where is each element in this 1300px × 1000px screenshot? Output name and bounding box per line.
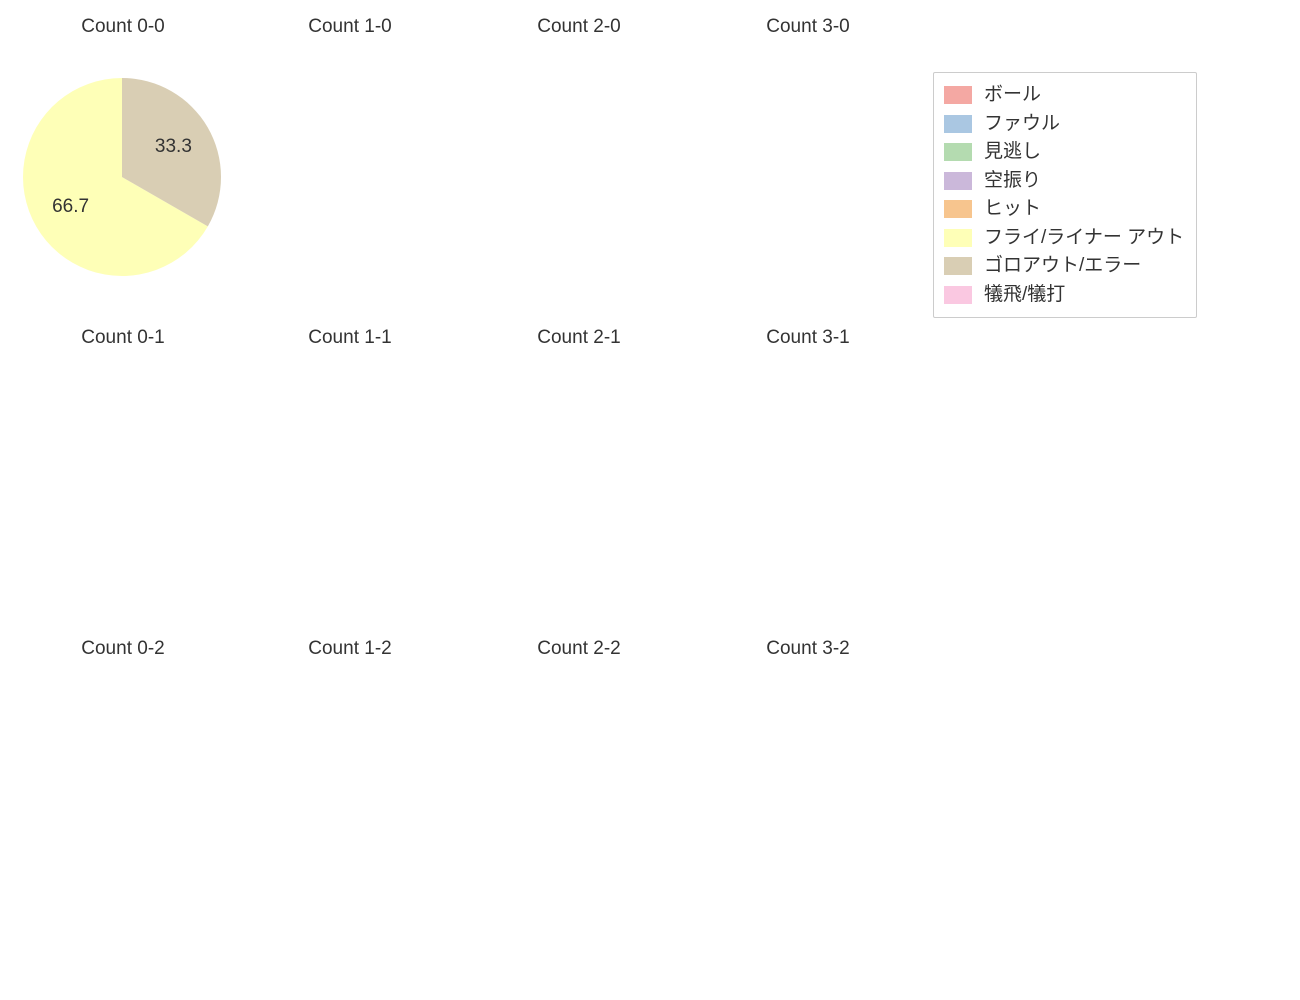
legend-label: 犠飛/犠打 bbox=[984, 281, 1065, 310]
panel-title: Count 0-2 bbox=[81, 638, 164, 660]
pie-chart bbox=[17, 72, 227, 282]
panel-title: Count 2-0 bbox=[537, 16, 620, 38]
panel-title: Count 3-2 bbox=[766, 638, 849, 660]
legend-item-foul: ファウル bbox=[944, 110, 1184, 139]
legend-label: ゴロアウト/エラー bbox=[984, 252, 1141, 281]
pie-slice-label: 66.7 bbox=[52, 196, 89, 218]
legend-label: ボール bbox=[984, 81, 1041, 110]
panel-title: Count 1-2 bbox=[308, 638, 391, 660]
panel-title: Count 3-0 bbox=[766, 16, 849, 38]
legend-swatch bbox=[944, 172, 972, 190]
panel-title: Count 1-1 bbox=[308, 327, 391, 349]
legend-label: フライ/ライナー アウト bbox=[984, 224, 1184, 253]
panel-title: Count 2-2 bbox=[537, 638, 620, 660]
legend-swatch bbox=[944, 229, 972, 247]
legend-item-called_strike: 見逃し bbox=[944, 138, 1184, 167]
legend-swatch bbox=[944, 200, 972, 218]
legend-swatch bbox=[944, 257, 972, 275]
panel-title: Count 1-0 bbox=[308, 16, 391, 38]
legend-label: ファウル bbox=[984, 110, 1060, 139]
pie-slice-label: 33.3 bbox=[155, 136, 192, 158]
legend-swatch bbox=[944, 286, 972, 304]
panel-title: Count 2-1 bbox=[537, 327, 620, 349]
legend-label: 見逃し bbox=[984, 138, 1041, 167]
panel-title: Count 3-1 bbox=[766, 327, 849, 349]
legend: ボールファウル見逃し空振りヒットフライ/ライナー アウトゴロアウト/エラー犠飛/… bbox=[933, 72, 1197, 318]
legend-item-hit: ヒット bbox=[944, 195, 1184, 224]
legend-label: ヒット bbox=[984, 195, 1041, 224]
legend-swatch bbox=[944, 86, 972, 104]
legend-swatch bbox=[944, 143, 972, 161]
legend-item-swinging_strike: 空振り bbox=[944, 167, 1184, 196]
legend-swatch bbox=[944, 115, 972, 133]
legend-item-ball: ボール bbox=[944, 81, 1184, 110]
panel-title: Count 0-0 bbox=[81, 16, 164, 38]
legend-item-sac: 犠飛/犠打 bbox=[944, 281, 1184, 310]
legend-item-ground_out_error: ゴロアウト/エラー bbox=[944, 252, 1184, 281]
panel-title: Count 0-1 bbox=[81, 327, 164, 349]
legend-item-fly_liner_out: フライ/ライナー アウト bbox=[944, 224, 1184, 253]
legend-label: 空振り bbox=[984, 167, 1041, 196]
